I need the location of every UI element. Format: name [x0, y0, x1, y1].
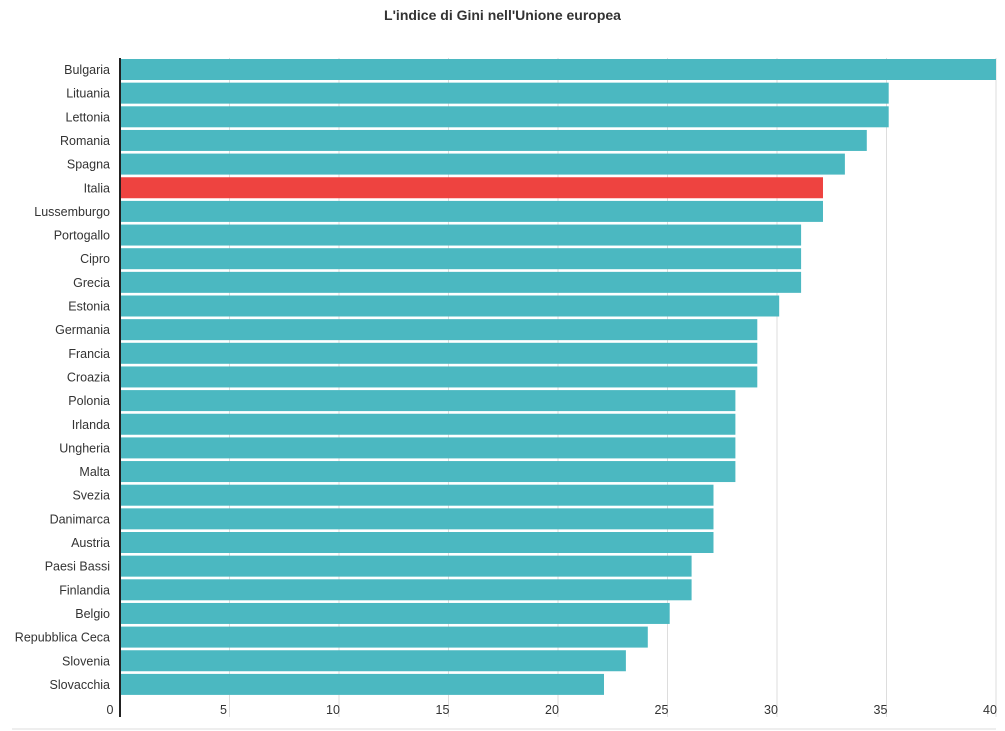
bar — [120, 129, 867, 151]
category-label: Irlanda — [72, 418, 110, 432]
bar — [120, 437, 736, 459]
bar — [120, 555, 692, 577]
category-label: Lettonia — [66, 110, 111, 124]
bar — [120, 224, 802, 246]
category-label: Spagna — [67, 158, 110, 172]
bar — [120, 366, 758, 388]
category-label: Estonia — [68, 300, 110, 314]
bar — [120, 106, 889, 128]
category-label: Lussemburgo — [34, 205, 110, 219]
bar — [120, 248, 802, 270]
bar — [120, 342, 758, 364]
category-label: Germania — [55, 323, 110, 337]
category-label: Bulgaria — [64, 63, 110, 77]
bar — [120, 82, 889, 104]
bar — [120, 153, 845, 175]
category-label: Malta — [79, 465, 110, 479]
chart-title: L'indice di Gini nell'Unione europea — [384, 7, 621, 23]
x-tick-label: 10 — [326, 703, 340, 717]
category-label: Slovacchia — [50, 678, 110, 692]
bar — [120, 319, 758, 341]
bar — [120, 532, 714, 553]
category-label: Austria — [71, 536, 110, 550]
bar — [120, 508, 714, 530]
category-label: Francia — [68, 347, 110, 361]
bar — [120, 484, 714, 506]
bar — [120, 602, 670, 624]
category-label: Portogallo — [54, 229, 110, 243]
category-label: Cipro — [80, 252, 110, 266]
bar — [120, 271, 802, 293]
bar — [120, 673, 604, 695]
category-label: Slovenia — [62, 654, 110, 668]
x-tick-label: 30 — [764, 703, 778, 717]
bar — [120, 59, 996, 80]
x-tick-label: 5 — [220, 703, 227, 717]
category-label: Italia — [84, 181, 110, 195]
category-label: Ungheria — [59, 441, 110, 455]
category-label: Paesi Bassi — [45, 560, 110, 574]
bar — [120, 200, 823, 222]
x-tick-label: 0 — [107, 703, 114, 717]
category-label: Repubblica Ceca — [15, 631, 110, 645]
bar — [120, 413, 736, 435]
x-tick-label: 15 — [436, 703, 450, 717]
x-tick-label: 35 — [874, 703, 888, 717]
category-label: Svezia — [72, 489, 110, 503]
bar — [120, 650, 626, 672]
bar — [120, 461, 736, 483]
category-label: Finlandia — [59, 583, 110, 597]
category-label: Croazia — [67, 370, 110, 384]
bar — [120, 390, 736, 412]
bar — [120, 626, 648, 648]
x-tick-label: 20 — [545, 703, 559, 717]
bar — [120, 177, 823, 199]
bar — [120, 579, 692, 601]
category-label: Grecia — [73, 276, 110, 290]
x-tick-label: 40 — [983, 703, 997, 717]
category-label: Polonia — [68, 394, 110, 408]
x-tick-label: 25 — [655, 703, 669, 717]
category-label: Danimarca — [50, 512, 110, 526]
bar — [120, 295, 780, 317]
category-label: Belgio — [75, 607, 110, 621]
category-label: Lituania — [66, 87, 110, 101]
category-label: Romania — [60, 134, 110, 148]
